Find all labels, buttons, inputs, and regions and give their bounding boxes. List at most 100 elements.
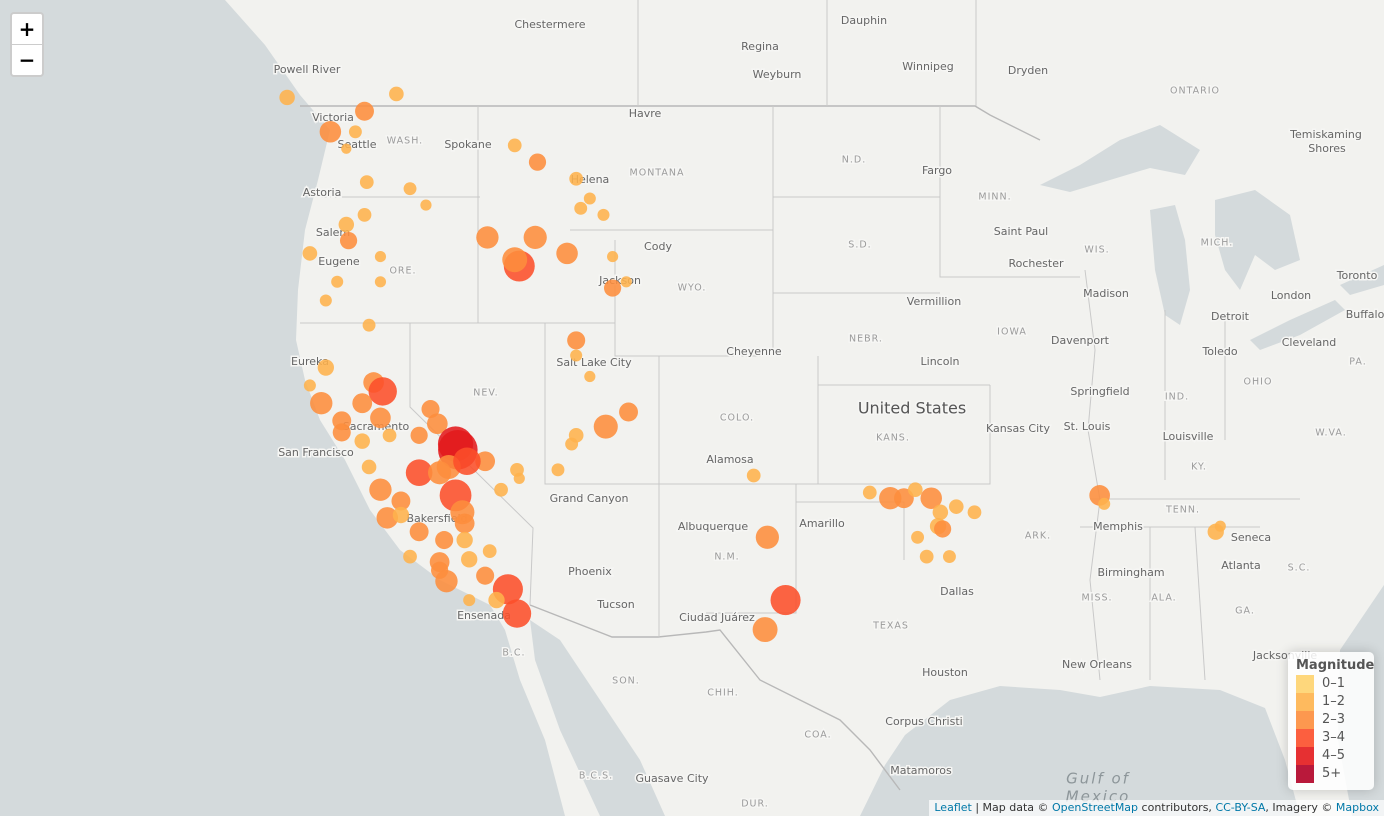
earthquake-marker[interactable]	[420, 199, 432, 211]
earthquake-marker[interactable]	[362, 318, 376, 332]
earthquake-marker[interactable]	[494, 482, 508, 497]
earthquake-marker[interactable]	[482, 544, 497, 558]
earthquake-marker[interactable]	[317, 359, 334, 376]
earthquake-marker[interactable]	[528, 153, 547, 171]
earthquake-marker[interactable]	[331, 275, 344, 288]
earthquake-marker[interactable]	[752, 617, 778, 643]
earthquake-marker[interactable]	[368, 377, 397, 406]
earthquake-marker[interactable]	[339, 232, 358, 250]
earthquake-marker[interactable]	[911, 530, 925, 544]
earthquake-marker[interactable]	[475, 451, 496, 472]
earthquake-marker[interactable]	[919, 549, 934, 564]
earthquake-marker[interactable]	[391, 491, 411, 511]
earthquake-marker[interactable]	[392, 506, 410, 524]
earthquake-marker[interactable]	[354, 433, 370, 449]
earthquake-marker[interactable]	[435, 569, 458, 593]
earthquake-marker[interactable]	[907, 482, 923, 498]
zoom-out-button[interactable]: −	[18, 48, 36, 72]
earthquake-marker[interactable]	[584, 370, 596, 383]
earthquake-marker[interactable]	[370, 407, 391, 429]
earthquake-marker[interactable]	[746, 468, 761, 483]
earthquake-marker[interactable]	[310, 392, 333, 415]
attribution-link[interactable]: Leaflet	[934, 801, 972, 814]
earthquake-marker[interactable]	[357, 207, 372, 222]
earthquake-marker[interactable]	[369, 478, 392, 501]
earthquake-marker[interactable]	[603, 279, 622, 297]
earthquake-marker[interactable]	[332, 423, 351, 442]
earthquake-marker[interactable]	[319, 121, 342, 143]
earthquake-marker[interactable]	[1214, 520, 1226, 532]
earthquake-marker[interactable]	[565, 437, 579, 451]
earthquake-marker[interactable]	[427, 413, 448, 435]
place-label: KANS.	[876, 433, 910, 444]
earthquake-marker[interactable]	[405, 459, 433, 487]
zoom-in-button[interactable]: +	[12, 14, 42, 45]
earthquake-marker[interactable]	[435, 531, 454, 550]
earthquake-marker[interactable]	[948, 499, 964, 514]
earthquake-marker[interactable]	[352, 393, 373, 414]
earthquake-marker[interactable]	[476, 226, 499, 249]
earthquake-marker[interactable]	[597, 208, 610, 221]
earthquake-marker[interactable]	[556, 242, 578, 265]
earthquake-marker[interactable]	[348, 125, 362, 139]
earthquake-marker[interactable]	[403, 549, 417, 564]
earthquake-marker[interactable]	[502, 247, 528, 273]
earthquake-marker[interactable]	[862, 485, 877, 500]
earthquake-marker[interactable]	[279, 89, 295, 106]
earthquake-marker[interactable]	[920, 487, 942, 509]
earthquake-marker[interactable]	[374, 276, 387, 288]
earthquake-marker[interactable]	[376, 507, 399, 529]
earthquake-marker[interactable]	[302, 246, 318, 261]
earthquake-marker[interactable]	[403, 182, 417, 196]
earthquake-marker[interactable]	[463, 594, 476, 607]
earthquake-marker[interactable]	[507, 138, 522, 153]
earthquake-marker[interactable]	[303, 379, 316, 392]
earthquake-marker[interactable]	[502, 599, 532, 628]
earthquake-marker[interactable]	[410, 426, 428, 444]
place-label: Detroit	[1211, 310, 1250, 323]
earthquake-marker[interactable]	[567, 331, 586, 350]
earthquake-marker[interactable]	[476, 566, 495, 585]
earthquake-marker[interactable]	[967, 505, 982, 520]
earthquake-marker[interactable]	[454, 513, 475, 534]
earthquake-marker[interactable]	[569, 171, 584, 186]
earthquake-marker[interactable]	[593, 414, 618, 439]
earthquake-marker[interactable]	[770, 585, 801, 616]
earthquake-marker[interactable]	[421, 400, 440, 419]
earthquake-marker[interactable]	[453, 447, 481, 476]
earthquake-marker[interactable]	[513, 472, 525, 484]
earthquake-marker[interactable]	[389, 86, 404, 102]
earthquake-marker[interactable]	[894, 488, 914, 509]
earthquake-marker[interactable]	[361, 459, 377, 475]
attribution-link[interactable]: OpenStreetMap	[1052, 801, 1139, 814]
attribution-link[interactable]: Mapbox	[1335, 801, 1379, 814]
earthquake-marker[interactable]	[934, 520, 952, 538]
earthquake-marker[interactable]	[341, 143, 352, 154]
attribution-link[interactable]: CC-BY-SA	[1215, 801, 1266, 814]
earthquake-marker[interactable]	[338, 216, 355, 233]
earthquake-marker[interactable]	[428, 461, 452, 485]
earthquake-marker[interactable]	[382, 428, 397, 443]
earthquake-marker[interactable]	[942, 550, 956, 564]
earthquake-marker[interactable]	[619, 402, 638, 422]
earthquake-marker[interactable]	[359, 175, 374, 189]
earthquake-marker[interactable]	[374, 250, 387, 263]
earthquake-marker[interactable]	[1098, 497, 1111, 510]
earthquake-marker[interactable]	[570, 349, 583, 362]
earthquake-marker[interactable]	[488, 591, 505, 609]
earthquake-marker[interactable]	[456, 531, 473, 549]
earthquake-marker[interactable]	[319, 294, 332, 307]
earthquake-marker[interactable]	[551, 463, 565, 477]
earthquake-marker[interactable]	[409, 522, 429, 542]
earthquake-marker[interactable]	[583, 192, 596, 205]
earthquake-marker[interactable]	[461, 551, 478, 568]
earthquake-marker[interactable]	[607, 250, 619, 263]
earthquake-marker[interactable]	[355, 101, 374, 121]
earthquake-marker[interactable]	[932, 504, 949, 520]
earthquake-marker[interactable]	[574, 201, 588, 215]
earthquake-marker[interactable]	[755, 525, 779, 549]
earthquake-marker[interactable]	[620, 276, 632, 288]
place-label: Gulf of	[1066, 770, 1131, 788]
earthquake-marker[interactable]	[523, 225, 547, 250]
